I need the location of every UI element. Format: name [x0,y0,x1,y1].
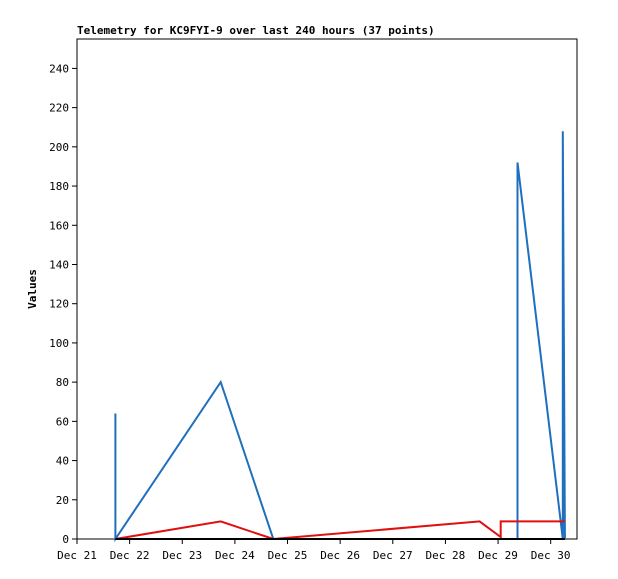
x-tick-label: Dec 29 [478,549,518,562]
y-tick-label: 160 [49,219,69,232]
y-axis-label: Values [26,269,39,309]
x-tick-label: Dec 27 [373,549,413,562]
x-tick-label: Dec 30 [531,549,571,562]
y-tick-label: 20 [56,494,69,507]
x-tick-label: Dec 21 [57,549,97,562]
y-tick-label: 60 [56,415,69,428]
series-line-2 [115,520,565,541]
x-tick-label: Dec 28 [426,549,466,562]
x-tick-label: Dec 22 [110,549,150,562]
series-lines [114,131,566,543]
plot-area-frame [76,38,578,540]
y-tick-label: 0 [62,533,69,546]
y-tick-label: 120 [49,298,69,311]
x-tick-label: Dec 26 [320,549,360,562]
y-tick-label: 140 [49,258,69,271]
y-tick-label: 40 [56,455,69,468]
y-tick-label: 240 [49,62,69,75]
x-axis-ticks: Dec 21 Dec 22 Dec 23 Dec 24 Dec 25 Dec 26 Dec … [57,539,571,562]
y-tick-label: 80 [56,376,69,389]
y-tick-label: 100 [49,337,69,350]
x-tick-label: Dec 23 [162,549,202,562]
x-tick-label: Dec 24 [215,549,255,562]
x-tick-label: Dec 25 [268,549,308,562]
chart-title: Telemetry for KC9FYI-9 over last 240 hou… [77,24,435,37]
y-tick-label: 180 [49,180,69,193]
y-tick-label: 200 [49,141,69,154]
y-axis-ticks: 0 20 40 60 80 100 120 140 160 180 200 220 240 [49,62,77,546]
y-tick-label: 220 [49,102,69,115]
